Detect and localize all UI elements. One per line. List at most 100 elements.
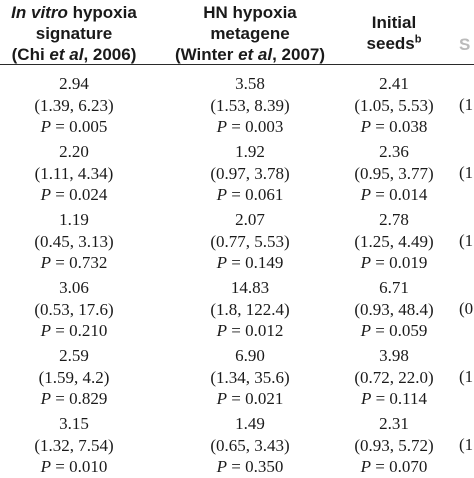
p-label: P bbox=[360, 389, 372, 408]
confidence-interval: (1.8, 122.4) bbox=[210, 299, 290, 319]
p-value-line: P = 0.010 bbox=[0, 456, 148, 478]
p-value: 0.070 bbox=[389, 457, 428, 476]
equals-sign: = bbox=[227, 389, 246, 408]
header-text: (Winter bbox=[174, 45, 239, 64]
p-value-line: P = 0.732 bbox=[0, 252, 148, 274]
header-edge-partial: S bbox=[459, 35, 471, 54]
p-value-line: P = 0.114 bbox=[345, 388, 443, 410]
header-line: In vitro hypoxia bbox=[0, 2, 148, 23]
p-value: 0.059 bbox=[389, 321, 428, 340]
confidence-interval: (1.53, 8.39) bbox=[210, 95, 290, 115]
p-value-line: P = 0.012 bbox=[162, 320, 338, 342]
confidence-interval: (1.25, 4.49) bbox=[354, 231, 434, 251]
p-label: P bbox=[216, 185, 228, 204]
p-value: 0.829 bbox=[69, 389, 108, 408]
header-text: seeds bbox=[366, 34, 415, 53]
equals-sign: = bbox=[227, 457, 246, 476]
p-value: 0.012 bbox=[245, 321, 284, 340]
p-label: P bbox=[216, 321, 228, 340]
footnote-marker: b bbox=[414, 33, 422, 46]
table-cell: 6.71 (0.93, 48.4) P = 0.059 bbox=[345, 277, 443, 342]
equals-sign: = bbox=[227, 117, 246, 136]
header-text: , 2006) bbox=[83, 45, 137, 64]
confidence-interval: (0.93, 5.72) bbox=[354, 435, 434, 455]
p-value: 0.014 bbox=[389, 185, 428, 204]
confidence-interval: (0.77, 5.53) bbox=[210, 231, 290, 251]
table-cell: 3.06 (0.53, 17.6) P = 0.210 bbox=[0, 277, 148, 342]
p-value-line: P = 0.829 bbox=[0, 388, 148, 410]
p-label: P bbox=[40, 253, 52, 272]
hazard-ratio: 2.78 bbox=[379, 210, 409, 229]
p-value: 0.021 bbox=[245, 389, 284, 408]
table-cell: 3.98 (0.72, 22.0) P = 0.114 bbox=[345, 345, 443, 410]
equals-sign: = bbox=[371, 389, 390, 408]
p-label: P bbox=[40, 389, 52, 408]
p-label: P bbox=[40, 185, 52, 204]
p-label: P bbox=[360, 457, 372, 476]
confidence-interval: (1.39, 6.23) bbox=[34, 95, 114, 115]
equals-sign: = bbox=[51, 253, 70, 272]
p-value: 0.061 bbox=[245, 185, 284, 204]
p-value: 0.732 bbox=[69, 253, 108, 272]
p-value-line: P = 0.210 bbox=[0, 320, 148, 342]
confidence-interval: (1.59, 4.2) bbox=[38, 367, 110, 387]
p-value-line: P = 0.014 bbox=[345, 184, 443, 206]
p-label: P bbox=[40, 117, 52, 136]
p-label: P bbox=[216, 253, 228, 272]
hazard-ratio: 2.36 bbox=[379, 142, 409, 161]
table-cell: 3.58 (1.53, 8.39) P = 0.003 bbox=[162, 73, 338, 138]
p-value: 0.114 bbox=[389, 389, 428, 408]
confidence-interval: (1.32, 7.54) bbox=[34, 435, 114, 455]
p-value-line: P = 0.038 bbox=[345, 116, 443, 138]
hazard-ratio: 1.92 bbox=[235, 142, 265, 161]
table-cell: 1.19 (0.45, 3.13) P = 0.732 bbox=[0, 209, 148, 274]
p-value: 0.003 bbox=[245, 117, 284, 136]
header-rule bbox=[0, 64, 474, 65]
table-cell: 3.15 (1.32, 7.54) P = 0.010 bbox=[0, 413, 148, 478]
table-cell: 2.20 (1.11, 4.34) P = 0.024 bbox=[0, 141, 148, 206]
equals-sign: = bbox=[371, 185, 390, 204]
p-label: P bbox=[216, 389, 228, 408]
p-value-line: P = 0.070 bbox=[345, 456, 443, 478]
p-label: P bbox=[360, 253, 372, 272]
header-hn-hypoxia-metagene: HN hypoxia metagene (Winter et al, 2007) bbox=[162, 2, 338, 65]
hazard-ratio: 1.19 bbox=[59, 210, 89, 229]
table-cell: 2.07 (0.77, 5.53) P = 0.149 bbox=[162, 209, 338, 274]
header-text: (Chi bbox=[11, 45, 50, 64]
table-cell: 2.31 (0.93, 5.72) P = 0.070 bbox=[345, 413, 443, 478]
p-value-line: P = 0.003 bbox=[162, 116, 338, 138]
header-line: Initial bbox=[371, 13, 417, 32]
table-cell: 1.49 (0.65, 3.43) P = 0.350 bbox=[162, 413, 338, 478]
p-value-line: P = 0.005 bbox=[0, 116, 148, 138]
hazard-ratio: 2.59 bbox=[59, 346, 89, 365]
p-value-line: P = 0.024 bbox=[0, 184, 148, 206]
hazard-ratio: 14.83 bbox=[230, 278, 270, 297]
table-cell: 2.78 (1.25, 4.49) P = 0.019 bbox=[345, 209, 443, 274]
table-cell: 2.41 (1.05, 5.53) P = 0.038 bbox=[345, 73, 443, 138]
hazard-ratio: 6.71 bbox=[379, 278, 409, 297]
p-value: 0.005 bbox=[69, 117, 108, 136]
hazard-ratio: 2.94 bbox=[59, 74, 89, 93]
hazard-ratio: 2.07 bbox=[235, 210, 265, 229]
header-text: , 2007) bbox=[272, 45, 326, 64]
header-initial-seeds: Initial seedsb bbox=[345, 12, 443, 54]
confidence-interval: (1.11, 4.34) bbox=[34, 163, 114, 183]
equals-sign: = bbox=[227, 185, 246, 204]
p-value: 0.210 bbox=[69, 321, 108, 340]
hazard-ratio: 3.06 bbox=[59, 278, 89, 297]
header-italic: et al bbox=[49, 45, 84, 64]
edge-cell-partial: (1 bbox=[459, 435, 474, 454]
confidence-interval: (0.95, 3.77) bbox=[354, 163, 434, 183]
header-line: HN hypoxia bbox=[203, 3, 297, 22]
confidence-interval: (0.65, 3.43) bbox=[210, 435, 290, 455]
p-value: 0.010 bbox=[69, 457, 108, 476]
equals-sign: = bbox=[227, 321, 246, 340]
edge-cell-partial: (1 bbox=[459, 163, 474, 182]
equals-sign: = bbox=[51, 389, 70, 408]
edge-cell-partial: (0 bbox=[459, 299, 474, 318]
edge-cell-partial: (1 bbox=[459, 231, 474, 250]
p-label: P bbox=[360, 321, 372, 340]
p-value: 0.350 bbox=[245, 457, 284, 476]
p-value-line: P = 0.019 bbox=[345, 252, 443, 274]
p-value-line: P = 0.061 bbox=[162, 184, 338, 206]
